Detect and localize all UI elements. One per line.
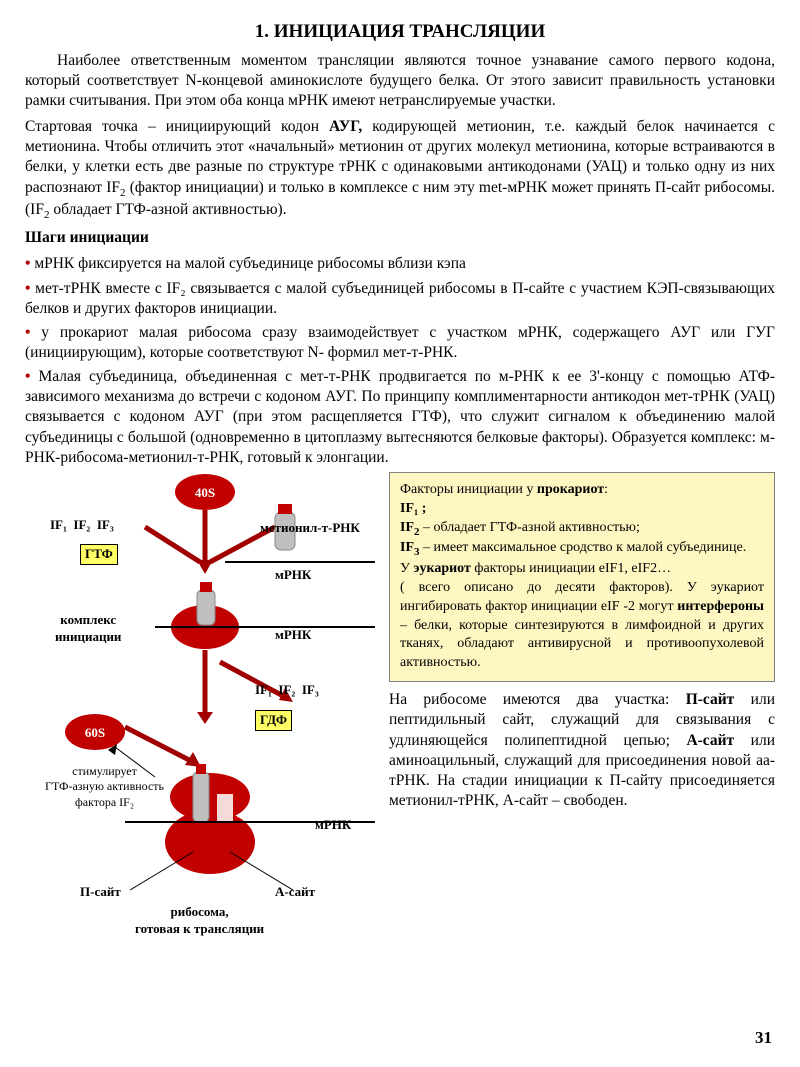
page-number: 31 bbox=[755, 1027, 772, 1049]
page-title: 1. ИНИЦИАЦИЯ ТРАНСЛЯЦИИ bbox=[25, 20, 775, 45]
diagram-initiation: 40S 60S bbox=[25, 472, 385, 962]
paragraph-1: Наиболее ответственным моментом трансляц… bbox=[25, 51, 775, 111]
ribosome-sites-para: На рибосоме имеются два участка: П-сайт … bbox=[389, 690, 775, 811]
list-item: • Малая субъединица, объединенная с мет-… bbox=[25, 367, 775, 468]
svg-text:60S: 60S bbox=[85, 725, 105, 740]
factors-box: Факторы инициации у прокариот: IF₁ ; IF2… bbox=[389, 472, 775, 682]
steps-title: Шаги инициации bbox=[25, 228, 775, 248]
svg-text:40S: 40S bbox=[195, 485, 215, 500]
list-item: • у прокариот малая рибосома сразу взаим… bbox=[25, 323, 775, 363]
list-item: • мРНК фиксируется на малой субъединице … bbox=[25, 254, 775, 274]
list-item: • мет-тРНК вместе с IF₂ связывается с ма… bbox=[25, 279, 775, 319]
steps-list: • мРНК фиксируется на малой субъединице … bbox=[25, 254, 775, 467]
paragraph-2: Стартовая точка – инициирующий кодон АУГ… bbox=[25, 117, 775, 222]
